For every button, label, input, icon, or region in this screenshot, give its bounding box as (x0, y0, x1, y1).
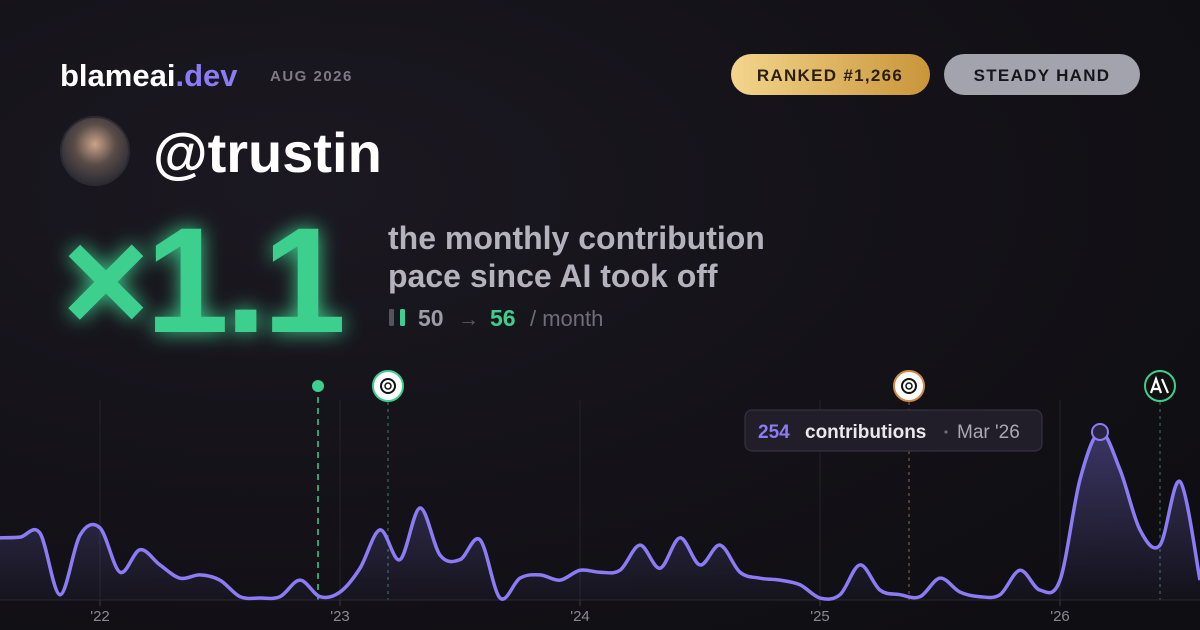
openai-icon (372, 370, 404, 402)
x-tick-label: '22 (90, 608, 110, 625)
tooltip-box (744, 409, 1043, 452)
style-badge (944, 54, 1140, 95)
username: @trustin (153, 121, 382, 184)
before-value: 50 (418, 305, 444, 331)
brand-name: blameai (60, 58, 175, 93)
multiplier: ×1.1 (62, 196, 343, 364)
tooltip-date: Mar '26 (957, 422, 1020, 443)
description-line: pace since AI took off (388, 258, 718, 294)
avatar (60, 116, 130, 186)
rank-badge (731, 54, 930, 95)
after-value: 56 (490, 305, 516, 331)
x-tick-label: '25 (810, 608, 830, 625)
description-line: the monthly contribution (388, 220, 765, 256)
unit: / month (530, 306, 603, 331)
event-dot (312, 380, 324, 392)
separator (944, 430, 948, 434)
area (0, 431, 1200, 600)
rank-badge-text: RANKED #1,266 (757, 66, 903, 85)
chart: '22 '23 '24 '25 '26 (0, 370, 1200, 625)
after-icon (400, 309, 405, 326)
tooltip-value: 254 (758, 422, 790, 443)
x-tick-label: '24 (570, 608, 590, 625)
before-icon (389, 309, 394, 326)
x-tick-label: '23 (330, 608, 350, 625)
openai-icon (893, 370, 925, 402)
date: AUG 2026 (270, 68, 353, 85)
peak-marker (1091, 422, 1109, 441)
anthropic-icon (1144, 370, 1176, 402)
tooltip-label: contributions (805, 422, 926, 443)
line (0, 430, 1200, 601)
style-badge-text: STEADY HAND (974, 66, 1111, 85)
brand: blameai.dev (60, 58, 238, 93)
tooltip: 254 contributions Mar '26 (744, 409, 1043, 452)
brand-suffix: .dev (175, 58, 238, 93)
arrow: → (458, 308, 479, 331)
x-tick-label: '26 (1050, 608, 1070, 625)
